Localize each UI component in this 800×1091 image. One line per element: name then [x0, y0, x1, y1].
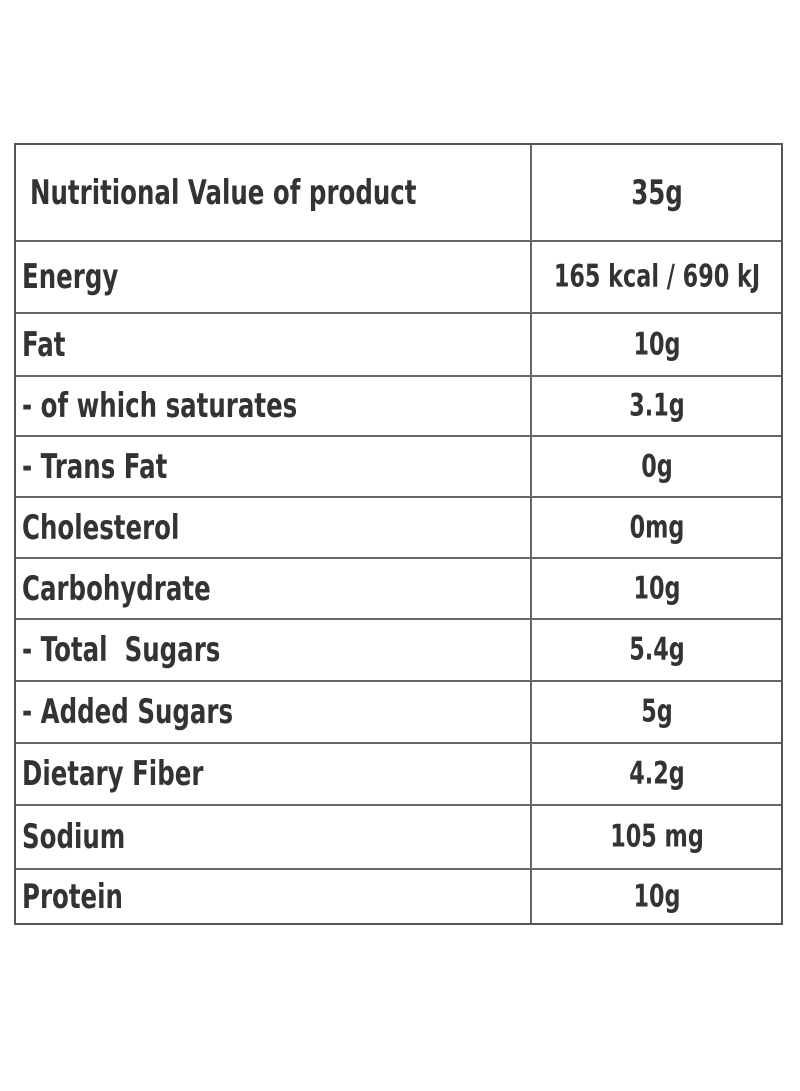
- nutrient-value: 105 mg: [609, 818, 704, 855]
- header-label-cell: Nutritional Value of product: [16, 145, 532, 242]
- nutrient-label: Protein: [22, 876, 123, 917]
- label-cell: Dietary Fiber: [16, 744, 532, 806]
- header-value-cell: 35g: [532, 145, 781, 242]
- nutrient-value: 5.4g: [628, 631, 685, 668]
- label-cell: Sodium: [16, 806, 532, 870]
- nutrient-value: 4.2g: [628, 755, 685, 792]
- header-serving: 35g: [630, 172, 683, 213]
- label-cell: - of which saturates: [16, 377, 532, 437]
- nutrient-label: Energy: [22, 257, 119, 297]
- label-cell: Energy: [16, 242, 532, 314]
- value-cell: 10g: [532, 314, 781, 377]
- nutrient-label: Fat: [22, 324, 66, 365]
- label-cell: - Added Sugars: [16, 682, 532, 744]
- header-title: Nutritional Value of product: [30, 172, 417, 213]
- value-cell: 10g: [532, 870, 781, 923]
- label-cell: Fat: [16, 314, 532, 377]
- nutrient-label: - Trans Fat: [22, 446, 168, 487]
- value-cell: 5.4g: [532, 620, 781, 682]
- nutrient-value: 0g: [640, 448, 673, 484]
- nutrient-label: - Added Sugars: [22, 692, 234, 732]
- label-cell: Protein: [16, 870, 532, 923]
- nutrient-value: 165 kcal / 690 kJ: [553, 258, 760, 295]
- label-cell: - Total Sugars: [16, 620, 532, 682]
- nutrient-value: 0mg: [629, 509, 684, 545]
- value-cell: 3.1g: [532, 377, 781, 437]
- value-cell: 0g: [532, 437, 781, 498]
- nutrient-value: 10g: [632, 878, 681, 914]
- nutrient-label: Dietary Fiber: [22, 754, 204, 794]
- nutrition-table: Nutritional Value of product 35g Energy 1…: [14, 143, 783, 925]
- nutrient-value: 10g: [632, 326, 681, 362]
- nutrient-value: 5g: [640, 693, 673, 730]
- value-cell: 165 kcal / 690 kJ: [532, 242, 781, 314]
- value-cell: 0mg: [532, 498, 781, 559]
- nutrient-label: - of which saturates: [22, 386, 298, 426]
- nutrient-label: Carbohydrate: [22, 568, 211, 609]
- label-cell: Carbohydrate: [16, 559, 532, 620]
- nutrient-label: Cholesterol: [22, 507, 180, 548]
- nutrient-label: - Total Sugars: [22, 630, 221, 670]
- value-cell: 10g: [532, 559, 781, 620]
- nutrient-value: 3.1g: [628, 387, 685, 424]
- nutrient-value: 10g: [632, 570, 681, 606]
- label-cell: Cholesterol: [16, 498, 532, 559]
- value-cell: 4.2g: [532, 744, 781, 806]
- nutrient-label: Sodium: [22, 817, 126, 857]
- value-cell: 105 mg: [532, 806, 781, 870]
- label-cell: - Trans Fat: [16, 437, 532, 498]
- value-cell: 5g: [532, 682, 781, 744]
